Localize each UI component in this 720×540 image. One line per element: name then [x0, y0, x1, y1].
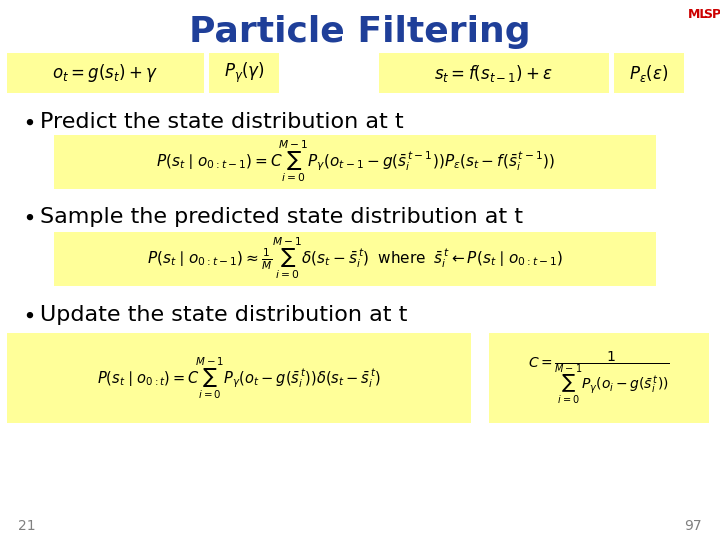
Text: $C = \dfrac{1}{\sum_{i=0}^{M-1} P_\gamma(o_i - g(\bar{s}_i^{\,t}))}$: $C = \dfrac{1}{\sum_{i=0}^{M-1} P_\gamma…	[528, 350, 670, 406]
Text: Sample the predicted state distribution at t: Sample the predicted state distribution …	[40, 207, 523, 227]
Text: ML: ML	[688, 8, 708, 21]
Text: $\bullet$: $\bullet$	[22, 305, 35, 325]
FancyBboxPatch shape	[7, 333, 471, 423]
Text: $\bullet$: $\bullet$	[22, 207, 35, 227]
Text: $P_\varepsilon(\varepsilon)$: $P_\varepsilon(\varepsilon)$	[629, 63, 669, 84]
FancyBboxPatch shape	[7, 53, 204, 93]
Text: $o_t = g(s_t) + \gamma$: $o_t = g(s_t) + \gamma$	[52, 62, 158, 84]
FancyBboxPatch shape	[489, 333, 709, 423]
Text: SP: SP	[703, 8, 720, 21]
Text: 21: 21	[18, 519, 35, 533]
Text: 97: 97	[685, 519, 702, 533]
FancyBboxPatch shape	[54, 232, 656, 286]
Text: $P(s_t \mid o_{0:t}) = C\!\sum_{i=0}^{M-1} P_\gamma(o_t - g(\bar{s}_i^{\,t}))\de: $P(s_t \mid o_{0:t}) = C\!\sum_{i=0}^{M-…	[97, 355, 381, 401]
Text: Predict the state distribution at t: Predict the state distribution at t	[40, 112, 404, 132]
Text: $s_t = f(s_{t-1}) + \varepsilon$: $s_t = f(s_{t-1}) + \varepsilon$	[434, 63, 554, 84]
Text: Update the state distribution at t: Update the state distribution at t	[40, 305, 408, 325]
Text: $P(s_t \mid o_{0:t-1}) = C\!\sum_{i=0}^{M-1} P_\gamma(o_{t-1} - g(\bar{s}_i^{\,t: $P(s_t \mid o_{0:t-1}) = C\!\sum_{i=0}^{…	[156, 138, 554, 184]
Text: Particle Filtering: Particle Filtering	[189, 15, 531, 49]
FancyBboxPatch shape	[614, 53, 684, 93]
Text: $P(s_t \mid o_{0:t-1}) \approx \frac{1}{M}\sum_{i=0}^{M-1} \delta(s_t - \bar{s}_: $P(s_t \mid o_{0:t-1}) \approx \frac{1}{…	[147, 235, 563, 281]
FancyBboxPatch shape	[54, 135, 656, 189]
Text: $P_\gamma(\gamma)$: $P_\gamma(\gamma)$	[224, 61, 264, 85]
FancyBboxPatch shape	[379, 53, 609, 93]
Text: $\bullet$: $\bullet$	[22, 112, 35, 132]
FancyBboxPatch shape	[209, 53, 279, 93]
